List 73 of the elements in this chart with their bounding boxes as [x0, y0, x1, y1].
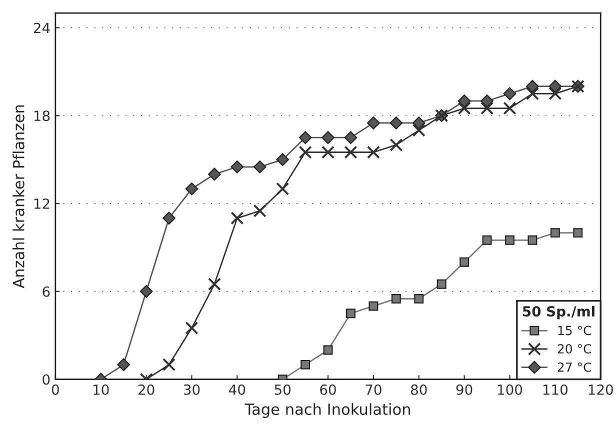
point [323, 345, 333, 355]
point [528, 235, 538, 245]
x-tick-label: 70 [366, 384, 382, 395]
point [548, 87, 562, 100]
point [458, 102, 471, 115]
point [548, 80, 562, 93]
point [367, 116, 380, 130]
y-axis-title: Anzahl kranker Pflanzen [12, 105, 24, 288]
point [550, 228, 560, 238]
x-tick-label: 0 [52, 384, 59, 395]
point [321, 146, 335, 159]
x-tick-label: 90 [456, 384, 472, 395]
point [276, 153, 290, 166]
point [526, 80, 539, 93]
point [412, 124, 426, 137]
x-tick-label: 100 [498, 384, 522, 395]
point [344, 131, 358, 144]
point [253, 160, 266, 174]
point [391, 294, 401, 304]
point [412, 116, 426, 130]
point [503, 87, 516, 100]
point [436, 279, 446, 289]
x-tick-label: 40 [229, 384, 246, 395]
point [208, 168, 221, 181]
point [276, 182, 290, 196]
point [298, 131, 312, 144]
point [366, 146, 380, 159]
legend-title: 50 Sp./ml [522, 306, 594, 320]
point [117, 358, 130, 372]
point [480, 102, 494, 115]
point [208, 278, 221, 291]
point [300, 360, 310, 370]
point [230, 212, 244, 225]
point [230, 160, 244, 174]
legend-label: 27 °C [558, 362, 592, 372]
x-tick-label: 80 [410, 384, 427, 395]
point [346, 308, 356, 318]
y-tick-label: 18 [34, 110, 50, 122]
legend-label: 20 °C [558, 344, 592, 354]
point [573, 228, 583, 238]
point [482, 235, 492, 245]
x-tick-label: 110 [543, 384, 568, 395]
point [322, 131, 334, 144]
point [480, 94, 494, 108]
point [253, 204, 266, 218]
x-axis-title: Tage nach Inokulation [244, 403, 410, 418]
point [503, 102, 516, 115]
y-tick-label: 6 [42, 286, 50, 297]
y-tick-label: 24 [34, 22, 50, 34]
legend-label: 15 °C [558, 326, 592, 336]
point [185, 322, 198, 335]
point [458, 94, 471, 108]
x-tick-label: 20 [138, 384, 154, 395]
point [162, 212, 176, 225]
x-tick-label: 10 [94, 384, 109, 395]
point [162, 358, 176, 372]
x-tick-label: 50 [274, 384, 291, 395]
y-tick-label: 0 [42, 374, 50, 385]
point [344, 146, 358, 159]
point [526, 87, 539, 100]
x-tick-label: 60 [320, 384, 336, 395]
point [298, 146, 312, 159]
point [505, 235, 514, 245]
point [368, 301, 378, 311]
point [390, 116, 403, 130]
point [390, 138, 403, 152]
y-tick-label: 12 [34, 198, 50, 209]
point [140, 284, 153, 298]
point [414, 294, 424, 304]
point [185, 182, 198, 196]
point [460, 257, 470, 267]
x-tick-label: 120 [588, 384, 613, 395]
x-tick-label: 30 [184, 384, 200, 395]
